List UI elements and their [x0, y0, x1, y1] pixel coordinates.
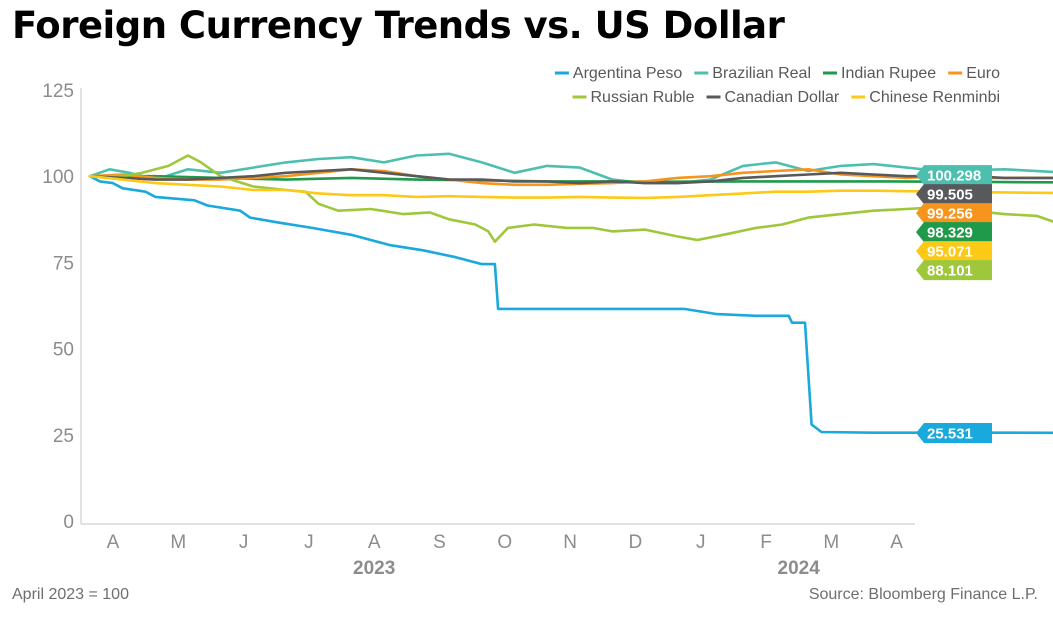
legend-label: Chinese Renminbi: [869, 89, 1000, 106]
end-label-value: 98.329: [927, 225, 973, 242]
end-label-value: 95.071: [927, 244, 973, 261]
x-tick-label: D: [629, 532, 643, 553]
y-tick-label: 50: [53, 340, 74, 361]
x-tick-label: A: [368, 532, 381, 553]
x-tick-label: J: [696, 532, 706, 553]
legend-item-indian-rupee: Indian Rupee: [823, 65, 936, 82]
legend-label: Argentina Peso: [573, 65, 683, 82]
x-tick-label: J: [239, 532, 249, 553]
y-tick-label: 0: [63, 512, 74, 533]
end-label-indian-rupee: 98.329: [916, 222, 992, 243]
legend-label: Canadian Dollar: [725, 89, 840, 106]
end-label-brazilian-real: 100.298: [916, 165, 992, 186]
series-line-argentina-peso: [88, 174, 1053, 435]
legend-item-russian-ruble: Russian Ruble: [572, 89, 695, 106]
x-tick-label: M: [170, 532, 186, 553]
end-label-tag: [916, 203, 992, 224]
end-label-tag: [916, 222, 992, 243]
y-tick-label: 75: [53, 253, 74, 274]
legend: Argentina Peso Brazilian Real Indian Rupee…: [554, 65, 1000, 106]
end-label-value: 100.298: [927, 168, 981, 185]
series-line-russian-ruble: [88, 154, 1053, 243]
end-label-canadian-dollar: 99.505: [916, 184, 992, 205]
series-line-canadian-dollar: [88, 168, 1053, 185]
y-tick-label: 100: [42, 167, 74, 188]
end-label-tag: [916, 184, 992, 205]
end-label-euro: 99.256: [916, 203, 992, 224]
end-label-tag: [916, 260, 992, 281]
end-value-labels: 100.298 99.505 99.256 98.329 95.071 88.101 25.…: [916, 165, 992, 443]
legend-item-euro: Euro: [948, 65, 1000, 82]
end-label-value: 99.256: [927, 206, 973, 223]
base-note: April 2023 = 100: [12, 586, 129, 603]
end-label-tag: [916, 165, 992, 186]
x-tick-label: A: [890, 532, 903, 553]
legend-label: Brazilian Real: [712, 65, 811, 82]
end-label-value: 88.101: [927, 263, 973, 280]
chart-title: Foreign Currency Trends vs. US Dollar: [12, 4, 785, 47]
series-line-chinese-renminbi: [88, 174, 1053, 200]
axes: 0 25 50 75 100 125 A M J J A S O N D J F M A 2023 2024: [42, 81, 915, 579]
end-label-tag: [916, 422, 992, 443]
x-tick-label: A: [107, 532, 120, 553]
end-label-tag: [916, 241, 992, 262]
legend-item-chinese-renminbi: Chinese Renminbi: [851, 89, 1000, 106]
end-label-russian-ruble: 88.101: [916, 260, 992, 281]
legend-item-argentina-peso: Argentina Peso: [554, 65, 683, 82]
x-tick-label: J: [304, 532, 314, 553]
x-tick-label: S: [433, 532, 446, 553]
source-note: Source: Bloomberg Finance L.P.: [808, 586, 1038, 603]
legend-item-canadian-dollar: Canadian Dollar: [706, 89, 840, 106]
end-label-value: 99.505: [927, 187, 973, 204]
end-label-chinese-renminbi: 95.071: [916, 241, 992, 262]
x-tick-label: N: [563, 532, 577, 553]
legend-label: Indian Rupee: [841, 65, 936, 82]
legend-label: Euro: [966, 65, 1000, 82]
legend-item-brazilian-real: Brazilian Real: [694, 65, 811, 82]
y-tick-label: 125: [42, 81, 74, 102]
year-label: 2023: [353, 558, 395, 579]
legend-label: Russian Ruble: [591, 89, 695, 106]
x-tick-label: M: [823, 532, 839, 553]
end-label-argentina-peso: 25.531: [916, 422, 992, 443]
year-label: 2024: [778, 558, 821, 579]
series-lines: [88, 152, 1053, 435]
end-label-value: 25.531: [927, 425, 973, 442]
x-tick-label: O: [497, 532, 512, 553]
x-tick-label: F: [760, 532, 772, 553]
y-tick-label: 25: [53, 426, 74, 447]
